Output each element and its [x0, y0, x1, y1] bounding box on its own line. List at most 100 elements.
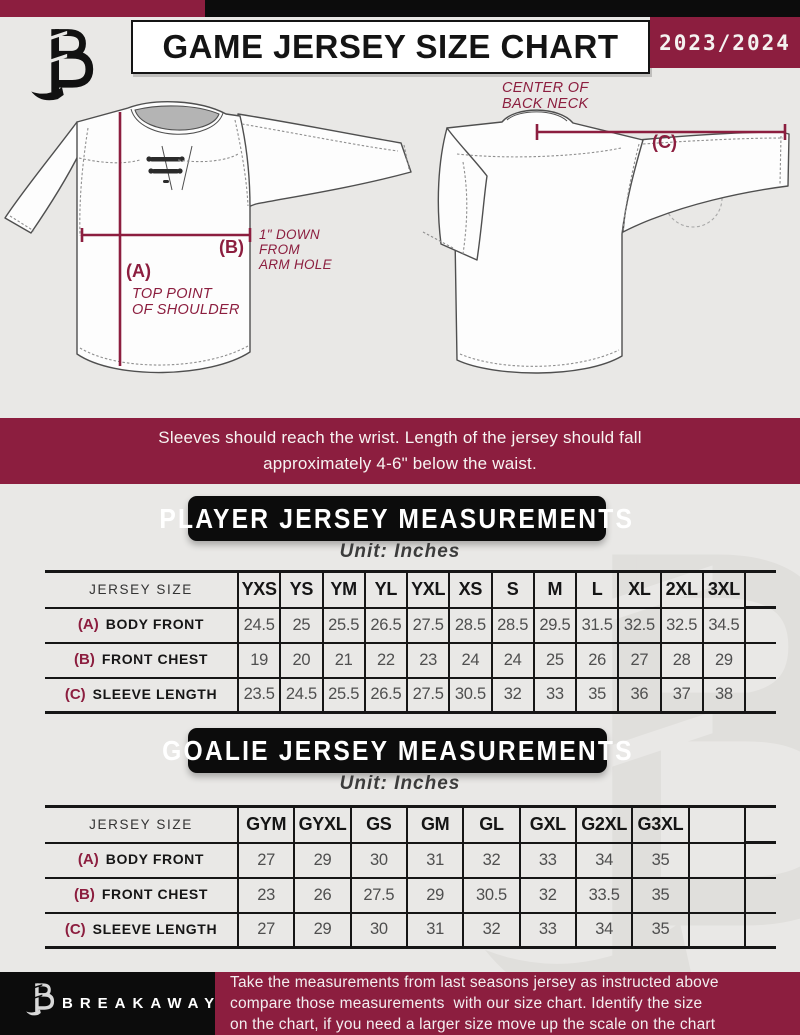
measurement-cell: 30.5 [448, 676, 493, 714]
measurement-cell: 37 [659, 676, 704, 714]
measurement-cell: 25 [279, 606, 324, 644]
measurement-cell: 35 [574, 676, 620, 714]
measurement-cell: 28.5 [490, 606, 535, 644]
measurement-name: FRONT CHEST [101, 651, 208, 667]
measurement-cell: 25 [532, 641, 578, 679]
table-row: (C) SLEEVE LENGTH 27 29 30 31 32 33 34 35 [45, 911, 776, 949]
measurement-cell: 29 [701, 641, 747, 679]
label-a-note: TOP POINT OF SHOULDER [132, 286, 240, 319]
measurement-cell: 30 [349, 911, 408, 949]
measurement-cell: 33.5 [574, 876, 634, 914]
measurement-cell: 24.5 [279, 676, 324, 714]
table-row: (A) BODY FRONT 24.5 25 25.5 26.5 27.5 28.5 28.5 2… [45, 606, 776, 644]
measurement-cell: 32 [518, 876, 577, 914]
table-overhang-cell [744, 876, 776, 914]
table-overhang-cell [744, 570, 776, 609]
top-strip-maroon [0, 0, 205, 17]
measurement-cell: 26 [574, 641, 620, 679]
measurement-row-label: (B) FRONT CHEST [45, 876, 239, 914]
measurement-cell: 33 [532, 676, 578, 714]
size-column-header: M [532, 570, 578, 609]
table-overhang-cell [744, 606, 776, 644]
measurement-name: BODY FRONT [105, 616, 205, 632]
size-column-header [687, 805, 747, 844]
table-overhang-cell [744, 911, 776, 949]
measurement-key: (B) [74, 651, 95, 668]
measurement-cell [687, 876, 747, 914]
measurement-cell: 19 [236, 641, 282, 679]
measurement-row-label: (C) SLEEVE LENGTH [45, 676, 239, 714]
size-column-header: S [490, 570, 535, 609]
measurement-cell: 35 [631, 911, 690, 949]
player-measurements-title: PLAYER JERSEY MEASUREMENTS [159, 502, 635, 534]
measurement-name: FRONT CHEST [101, 886, 208, 902]
table-row: (B) FRONT CHEST 19 20 21 22 23 24 24 25 26 27 28 29 [45, 641, 776, 679]
goalie-measurements-title: GOALIE JERSEY MEASUREMENTS [161, 734, 634, 766]
size-column-header: YS [279, 570, 324, 609]
table-header-row: JERSEY SIZE GYM GYXL GS GM GL GXL G2XL G3XL [45, 805, 776, 844]
size-column-header: GYM [236, 805, 296, 844]
measurement-cell: 31.5 [574, 606, 620, 644]
measurement-cell: 32 [490, 676, 535, 714]
measurement-cell: 27 [236, 911, 296, 949]
measurement-cell: 32 [462, 911, 521, 949]
measurement-cell: 35 [631, 876, 690, 914]
measurement-cell: 30 [349, 841, 408, 879]
front-jersey-diagram [4, 101, 412, 374]
measurement-cell: 27.5 [349, 876, 408, 914]
size-column-header: 3XL [701, 570, 747, 609]
size-column-header: G3XL [631, 805, 690, 844]
measurement-cell: 29 [293, 841, 352, 879]
measurement-cell: 26.5 [363, 676, 409, 714]
size-column-header: L [574, 570, 620, 609]
measurement-row-label: (A) BODY FRONT [45, 606, 239, 644]
measurement-cell: 31 [405, 841, 465, 879]
jersey-size-header: JERSEY SIZE [45, 570, 239, 609]
jersey-size-header: JERSEY SIZE [45, 805, 239, 844]
measurement-cell: 34 [574, 841, 634, 879]
measurement-key: (A) [77, 616, 99, 633]
size-column-header: GYXL [293, 805, 352, 844]
measurement-row-label: (B) FRONT CHEST [45, 641, 239, 679]
player-unit-label: Unit: Inches [339, 541, 461, 562]
measurement-cell: 21 [321, 641, 366, 679]
breakaway-footer-logo [24, 981, 56, 1018]
measurement-cell: 32.5 [659, 606, 704, 644]
measurement-cell: 25.5 [321, 606, 366, 644]
measurement-cell: 36 [617, 676, 662, 714]
size-column-header: YXL [405, 570, 451, 609]
size-column-header: GXL [518, 805, 577, 844]
season-label: 2023/2024 [659, 30, 791, 55]
measurement-cell: 29.5 [532, 606, 578, 644]
measurement-name: SLEEVE LENGTH [92, 685, 218, 702]
measurement-cell: 24 [448, 641, 493, 679]
table-row: (C) SLEEVE LENGTH 23.5 24.5 25.5 26.5 27.5 30.5… [45, 676, 776, 714]
measurement-cell: 28 [659, 641, 704, 679]
footer-note-area: Take the measurements from last seasons … [215, 972, 800, 1035]
measurement-key: (B) [74, 886, 95, 903]
table-overhang-cell [744, 805, 776, 844]
measurement-cell: 27 [236, 841, 296, 879]
measurement-cell: 32.5 [617, 606, 662, 644]
title-box: GAME JERSEY SIZE CHART [131, 20, 650, 74]
label-c-key: (C) [652, 132, 677, 152]
size-column-header: YXS [236, 570, 282, 609]
label-b-key: (B) [219, 237, 244, 257]
table-row: (B) FRONT CHEST 23 26 27.5 29 30.5 32 33.5 35 [45, 876, 776, 914]
measurement-cell: 23 [405, 641, 451, 679]
measurement-cell: 32 [462, 841, 521, 879]
measurement-cell: 26.5 [363, 606, 409, 644]
jersey-size-header-label: JERSEY SIZE [89, 816, 193, 832]
measurement-cell: 30.5 [462, 876, 521, 914]
measurement-cell: 20 [279, 641, 324, 679]
measurement-row-label: (C) SLEEVE LENGTH [45, 911, 239, 949]
measurement-cell: 38 [701, 676, 747, 714]
table-overhang-cell [744, 676, 776, 714]
table-overhang-cell [744, 841, 776, 879]
size-column-header: GS [349, 805, 408, 844]
player-size-table: JERSEY SIZE YXS YS YM YL YXL XS S M L XL 2XL 3XL (A) B… [45, 570, 776, 714]
measurement-cell: 34 [574, 911, 634, 949]
size-column-header: GL [462, 805, 521, 844]
breakaway-logo [26, 24, 98, 106]
